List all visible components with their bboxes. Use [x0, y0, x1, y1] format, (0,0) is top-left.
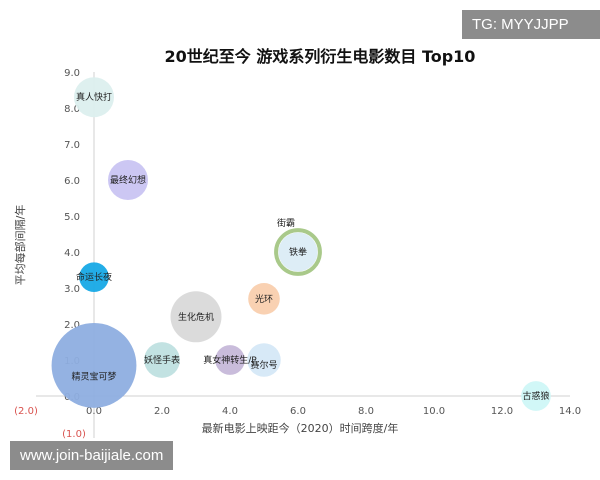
bubble: [74, 77, 114, 118]
bubble-label: 赛尔号: [250, 359, 277, 371]
bubble: [51, 322, 137, 408]
bubble: [521, 381, 551, 411]
y-tick-label: (1.0): [62, 429, 86, 440]
y-axis-label: 平均每部间隔/年: [13, 205, 27, 286]
x-tick-label: 8.0: [358, 406, 374, 417]
bubble: [215, 345, 245, 375]
x-tick-label: 0.0: [86, 406, 102, 417]
y-tick-label: 3.0: [64, 284, 80, 295]
bubble: [144, 342, 180, 378]
y-tick-label: 2.0: [64, 320, 80, 331]
bubble-label: 真女神转生/P: [203, 354, 257, 366]
x-tick-label: 14.0: [559, 406, 581, 417]
y-tick-label: 5.0: [64, 212, 80, 223]
x-tick-label: 4.0: [222, 406, 238, 417]
bubble-label: 命运长夜: [76, 271, 112, 283]
x-axis-label: 最新电影上映距今（2020）时间跨度/年: [202, 421, 399, 435]
bubble: [248, 282, 280, 315]
x-tick-label: 10.0: [423, 406, 445, 417]
bubble-label: 生化危机: [178, 311, 214, 323]
watermark-site: www.join-baijiale.com: [10, 441, 174, 470]
bubble-label: 最终幻想: [110, 174, 146, 186]
bubble: [278, 232, 318, 272]
x-tick-label: 2.0: [154, 406, 170, 417]
watermark-tg: TG: MYYJJPP: [462, 10, 600, 39]
bubble-label: 街霸: [277, 217, 295, 229]
bubble-label: 精灵宝可梦: [71, 370, 116, 382]
y-tick-label: 4.0: [64, 248, 80, 259]
bubble-label: 妖怪手表: [144, 354, 180, 366]
bubble: [170, 291, 222, 343]
bubble-label: 光环: [255, 293, 273, 305]
bubble-label: 古惑狼: [522, 390, 549, 402]
bubble: [274, 228, 322, 276]
bubble: [79, 262, 109, 293]
chart-title: 20世纪至今 游戏系列衍生电影数目 Top10: [165, 47, 476, 66]
x-tick-label: 6.0: [290, 406, 306, 417]
bubble-label: 真人快打: [76, 91, 112, 103]
bubble: [247, 343, 281, 377]
bubble: [108, 160, 148, 200]
x-tick-label: (2.0): [14, 406, 38, 417]
bubble-label: 铁拳: [289, 246, 307, 258]
y-tick-label: 9.0: [64, 68, 80, 79]
y-tick-label: 8.0: [64, 104, 80, 115]
y-tick-label: 6.0: [64, 176, 80, 187]
y-tick-label: 7.0: [64, 140, 80, 151]
x-tick-label: 12.0: [491, 406, 513, 417]
